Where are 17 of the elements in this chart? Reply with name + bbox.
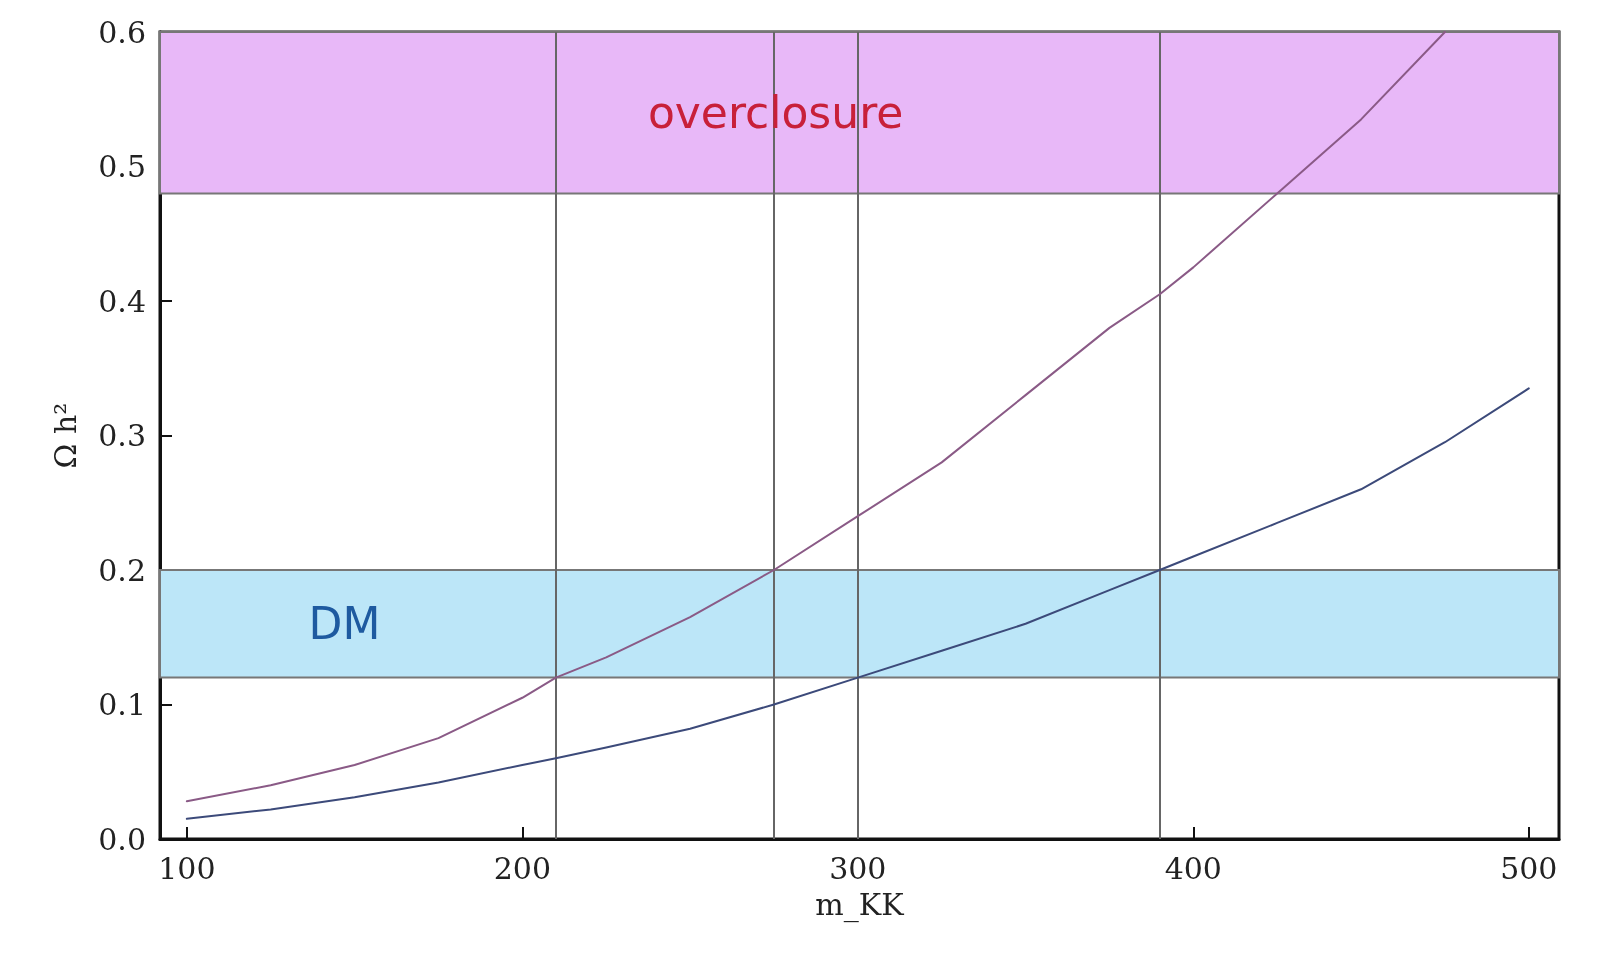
x-tick-label: 100 xyxy=(158,850,216,886)
y-tick-label: 0.2 xyxy=(98,552,146,588)
band-label: DM xyxy=(308,598,381,650)
line-series xyxy=(185,387,1530,820)
line-series xyxy=(185,31,1446,803)
x-tick-label: 500 xyxy=(1500,850,1558,886)
x-tick-label: 300 xyxy=(829,850,887,886)
y-axis-title: Ω h² xyxy=(47,402,83,469)
y-tick-label: 0.3 xyxy=(98,418,146,453)
y-tick-label: 0.5 xyxy=(98,149,146,184)
x-tick-label: 400 xyxy=(1164,850,1222,886)
y-tick-label: 0.4 xyxy=(98,283,146,319)
y-tick-label: 0.0 xyxy=(98,821,146,857)
y-tick-label: 0.1 xyxy=(98,687,146,722)
y-tick-label: 0.6 xyxy=(98,14,146,50)
x-tick-label: 200 xyxy=(493,850,551,886)
x-axis-title: m_KK xyxy=(815,886,905,923)
